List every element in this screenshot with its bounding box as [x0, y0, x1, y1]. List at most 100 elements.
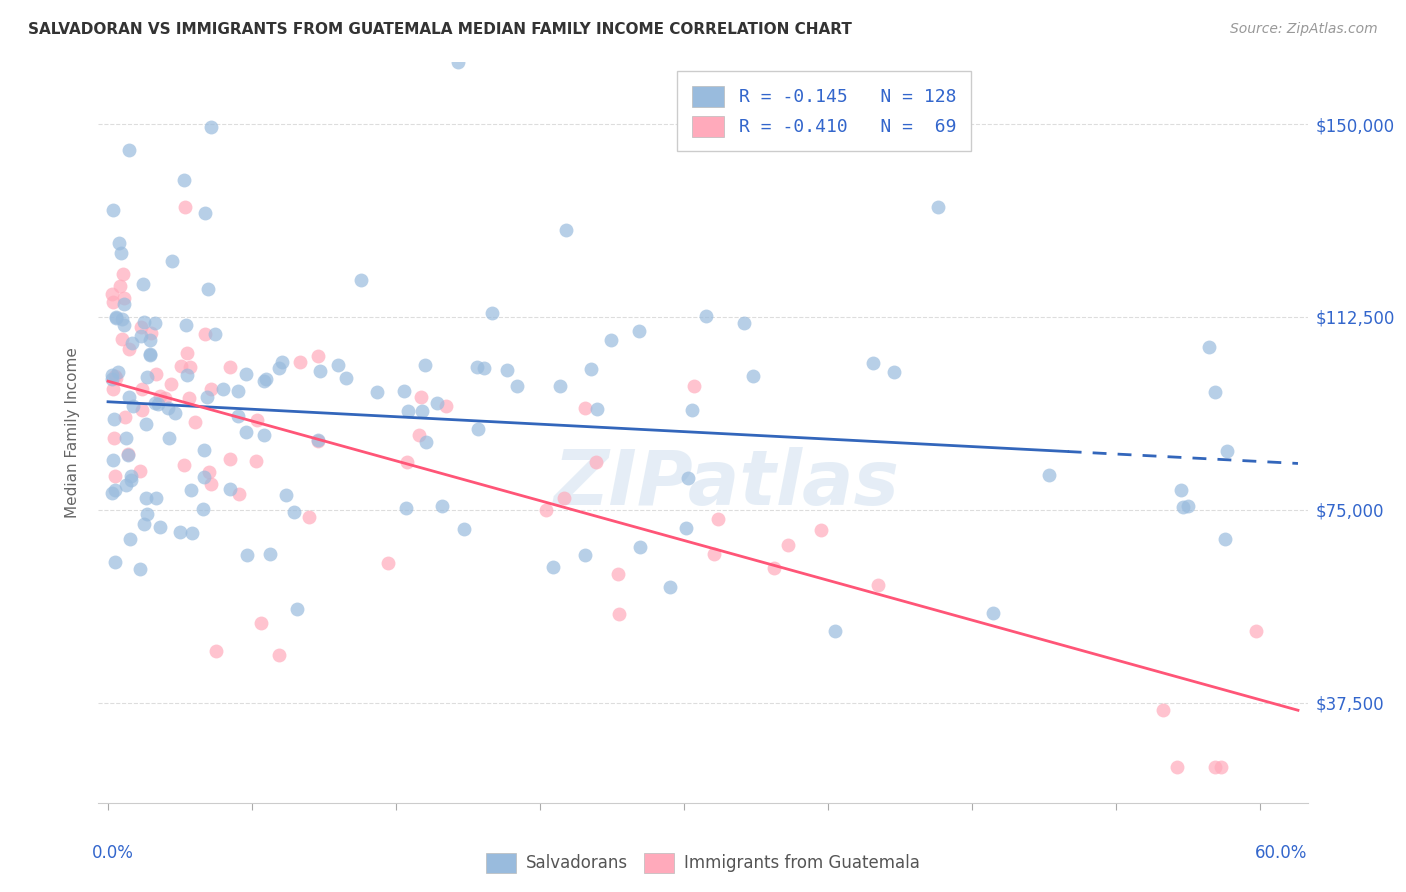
Point	[883, 365, 905, 379]
Point	[981, 607, 1004, 621]
Point	[762, 560, 785, 574]
Point	[195, 390, 218, 404]
Point	[1209, 760, 1232, 774]
Point	[108, 235, 131, 250]
Point	[307, 349, 329, 363]
Point	[283, 505, 305, 519]
Point	[408, 427, 430, 442]
Point	[135, 417, 157, 431]
Point	[246, 412, 269, 426]
Point	[122, 399, 145, 413]
Point	[267, 361, 290, 376]
Point	[467, 421, 489, 435]
Point	[585, 455, 607, 469]
Point	[271, 355, 294, 369]
Point	[548, 378, 571, 392]
Point	[681, 403, 703, 417]
Point	[177, 391, 200, 405]
Point	[307, 433, 329, 447]
Point	[115, 478, 138, 492]
Point	[574, 548, 596, 562]
Point	[628, 324, 651, 338]
Point	[1244, 624, 1267, 639]
Point	[600, 333, 623, 347]
Point	[180, 526, 202, 541]
Point	[683, 378, 706, 392]
Point	[703, 547, 725, 561]
Point	[101, 371, 124, 385]
Point	[112, 291, 135, 305]
Point	[415, 435, 437, 450]
Point	[211, 382, 233, 396]
Point	[112, 318, 135, 333]
Point	[135, 491, 157, 506]
Point	[1152, 703, 1174, 717]
Point	[250, 616, 273, 631]
Point	[1216, 444, 1239, 458]
Text: Source: ZipAtlas.com: Source: ZipAtlas.com	[1230, 22, 1378, 37]
Point	[149, 389, 172, 403]
Point	[136, 507, 159, 521]
Point	[335, 371, 357, 385]
Point	[193, 469, 215, 483]
Point	[131, 329, 153, 343]
Point	[198, 466, 221, 480]
Point	[675, 521, 697, 535]
Point	[415, 359, 437, 373]
Point	[117, 448, 139, 462]
Point	[824, 624, 846, 639]
Point	[1038, 467, 1060, 482]
Point	[505, 379, 527, 393]
Point	[105, 310, 128, 325]
Point	[129, 319, 152, 334]
Point	[139, 333, 162, 347]
Point	[350, 273, 373, 287]
Point	[108, 279, 131, 293]
Point	[111, 267, 134, 281]
Text: SALVADORAN VS IMMIGRANTS FROM GUATEMALA MEDIAN FAMILY INCOME CORRELATION CHART: SALVADORAN VS IMMIGRANTS FROM GUATEMALA …	[28, 22, 852, 37]
Point	[194, 326, 217, 341]
Point	[392, 384, 415, 399]
Point	[111, 332, 134, 346]
Point	[160, 376, 183, 391]
Point	[396, 404, 419, 418]
Point	[103, 431, 125, 445]
Point	[146, 397, 169, 411]
Point	[138, 347, 160, 361]
Point	[226, 409, 249, 424]
Point	[104, 483, 127, 498]
Point	[628, 540, 651, 554]
Point	[173, 458, 195, 472]
Point	[377, 557, 399, 571]
Point	[1204, 385, 1226, 400]
Point	[132, 277, 155, 292]
Point	[218, 451, 240, 466]
Point	[285, 602, 308, 616]
Point	[426, 396, 449, 410]
Y-axis label: Median Family Income: Median Family Income	[65, 347, 80, 518]
Point	[245, 454, 267, 468]
Point	[1170, 483, 1192, 497]
Point	[205, 644, 228, 658]
Point	[434, 400, 457, 414]
Point	[235, 425, 257, 439]
Point	[585, 402, 607, 417]
Point	[228, 487, 250, 501]
Point	[131, 382, 153, 396]
Point	[138, 348, 160, 362]
Point	[104, 555, 127, 569]
Point	[496, 362, 519, 376]
Point	[117, 447, 139, 461]
Point	[105, 370, 128, 384]
Point	[174, 318, 197, 333]
Point	[200, 477, 222, 491]
Point	[107, 365, 129, 379]
Point	[927, 200, 949, 214]
Point	[101, 368, 124, 383]
Point	[553, 491, 575, 505]
Point	[543, 559, 565, 574]
Point	[226, 384, 249, 398]
Point	[129, 464, 152, 478]
Point	[176, 368, 198, 382]
Point	[411, 404, 433, 418]
